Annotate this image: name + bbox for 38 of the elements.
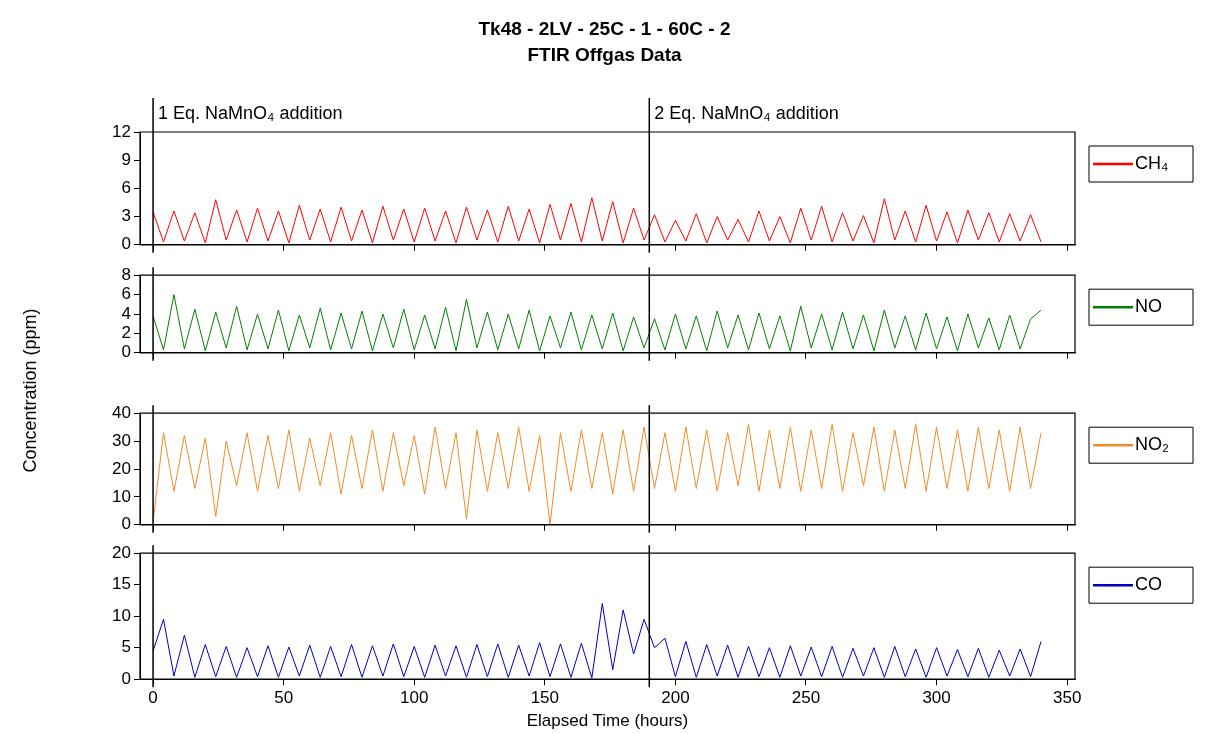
ref-line-label: 2 Eq. NaMnO₄ addition xyxy=(654,102,839,123)
y-tick-label: 2 xyxy=(121,323,131,343)
chart-subtitle: FTIR Offgas Data xyxy=(526,44,683,66)
y-tick-label: 0 xyxy=(121,342,131,362)
ref-line-label: 1 Eq. NaMnO₄ addition xyxy=(158,102,343,123)
y-tick-label: 6 xyxy=(121,178,131,198)
legend-label: NO xyxy=(1135,296,1162,317)
y-tick-label: 12 xyxy=(112,121,131,141)
legend-label: NO₂ xyxy=(1135,434,1169,455)
y-axis-title: Concentration (ppm) xyxy=(19,307,41,475)
y-tick-label: 15 xyxy=(112,574,131,594)
x-tick-label: 150 xyxy=(530,688,560,708)
y-tick-label: 0 xyxy=(121,234,131,254)
y-tick-label: 30 xyxy=(112,430,131,450)
legend-label: CO xyxy=(1135,574,1162,595)
y-tick-label: 0 xyxy=(121,668,131,688)
y-tick-label: 0 xyxy=(121,514,131,534)
y-tick-label: 10 xyxy=(112,486,131,506)
x-tick-label: 50 xyxy=(274,688,294,708)
y-tick-label: 8 xyxy=(121,264,131,284)
y-tick-label: 10 xyxy=(112,605,131,625)
x-tick-label: 0 xyxy=(148,688,158,708)
y-tick-label: 20 xyxy=(112,542,131,562)
y-tick-label: 4 xyxy=(121,303,131,323)
y-tick-label: 9 xyxy=(121,149,131,169)
x-tick-label: 100 xyxy=(400,688,429,708)
x-tick-label: 200 xyxy=(661,688,690,708)
x-axis-title: Elapsed Time (hours) xyxy=(526,711,689,731)
chart-title: Tk48 - 2LV - 25C - 1 - 60C - 2 xyxy=(477,18,732,40)
legend-label: CH₄ xyxy=(1135,152,1169,173)
y-tick-label: 40 xyxy=(112,402,131,422)
y-tick-label: 6 xyxy=(121,284,131,304)
y-tick-label: 20 xyxy=(112,458,131,478)
y-tick-label: 5 xyxy=(121,637,131,657)
x-tick-label: 250 xyxy=(791,688,821,708)
x-tick-label: 350 xyxy=(1052,688,1082,708)
y-tick-label: 3 xyxy=(121,206,131,226)
x-tick-label: 300 xyxy=(922,688,951,708)
